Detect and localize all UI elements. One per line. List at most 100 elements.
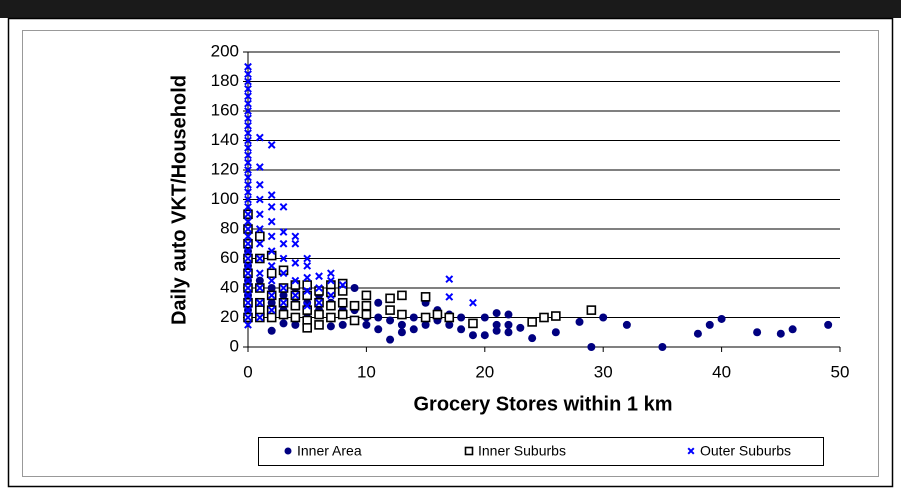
point bbox=[337, 286, 348, 296]
point bbox=[244, 180, 252, 189]
point bbox=[244, 136, 252, 145]
point bbox=[374, 325, 383, 334]
legend-label: Inner Suburbs bbox=[478, 443, 566, 459]
point bbox=[244, 254, 252, 263]
y-tick-label: 80 bbox=[220, 218, 239, 237]
point bbox=[480, 313, 489, 322]
point bbox=[397, 290, 407, 301]
point bbox=[337, 297, 348, 308]
point bbox=[291, 259, 300, 267]
point bbox=[326, 300, 336, 311]
x-tick-label: 20 bbox=[475, 362, 494, 381]
point bbox=[386, 316, 395, 325]
point bbox=[587, 343, 596, 351]
point bbox=[291, 276, 300, 285]
point bbox=[705, 320, 714, 329]
point bbox=[267, 326, 276, 335]
legend-label: Inner Area bbox=[297, 443, 362, 459]
legend-marker bbox=[464, 446, 474, 456]
point bbox=[244, 121, 252, 130]
point bbox=[361, 309, 372, 320]
point bbox=[504, 310, 513, 319]
point bbox=[432, 309, 443, 320]
point bbox=[244, 173, 252, 182]
y-tick-label: 40 bbox=[220, 277, 239, 296]
point bbox=[326, 322, 335, 331]
point bbox=[409, 313, 418, 322]
point bbox=[244, 269, 252, 278]
point bbox=[349, 300, 360, 311]
point bbox=[244, 232, 252, 241]
point bbox=[291, 291, 300, 300]
top-bar bbox=[0, 0, 901, 18]
point bbox=[244, 84, 252, 93]
point bbox=[326, 269, 335, 278]
y-tick-label: 100 bbox=[211, 189, 239, 208]
point bbox=[244, 166, 252, 174]
point bbox=[279, 202, 288, 211]
point bbox=[267, 291, 276, 300]
point bbox=[267, 217, 276, 226]
point bbox=[267, 202, 276, 211]
point bbox=[326, 291, 335, 300]
point bbox=[244, 225, 252, 233]
point bbox=[244, 158, 252, 167]
point bbox=[255, 284, 264, 292]
point bbox=[374, 313, 383, 322]
x-axis-label: Grocery Stores within 1 km bbox=[414, 393, 673, 415]
point bbox=[445, 275, 454, 284]
legend-marker bbox=[687, 447, 695, 455]
point bbox=[504, 328, 513, 337]
point bbox=[492, 320, 501, 329]
point bbox=[244, 143, 252, 152]
point bbox=[444, 312, 455, 323]
point bbox=[244, 92, 252, 101]
point bbox=[445, 292, 454, 301]
point bbox=[266, 268, 277, 279]
point bbox=[338, 281, 347, 289]
point bbox=[492, 326, 501, 335]
point bbox=[788, 325, 797, 334]
x-tick-label: 50 bbox=[831, 362, 850, 381]
point bbox=[516, 323, 525, 332]
point bbox=[244, 77, 252, 86]
point bbox=[315, 284, 323, 292]
point bbox=[244, 239, 252, 248]
y-tick-label: 120 bbox=[211, 159, 239, 178]
point bbox=[244, 114, 252, 123]
point bbox=[457, 325, 466, 334]
y-tick-label: 20 bbox=[220, 307, 239, 326]
point bbox=[267, 298, 276, 307]
point bbox=[255, 276, 264, 285]
point bbox=[551, 328, 560, 337]
point bbox=[314, 320, 324, 330]
point bbox=[693, 329, 702, 338]
point bbox=[527, 317, 537, 327]
point bbox=[291, 232, 300, 241]
point bbox=[337, 309, 348, 320]
point bbox=[291, 320, 300, 329]
point bbox=[303, 273, 312, 282]
x-tick-label: 40 bbox=[712, 362, 731, 381]
point bbox=[244, 188, 252, 197]
point bbox=[397, 328, 406, 337]
point bbox=[753, 328, 762, 337]
point bbox=[468, 331, 477, 340]
point bbox=[244, 261, 252, 270]
point bbox=[717, 314, 726, 323]
point bbox=[776, 329, 785, 338]
point bbox=[539, 312, 549, 323]
point bbox=[350, 284, 359, 292]
point bbox=[420, 312, 431, 323]
point bbox=[255, 269, 264, 278]
point bbox=[575, 317, 584, 326]
point bbox=[267, 247, 276, 256]
point bbox=[480, 331, 489, 340]
point bbox=[267, 141, 276, 149]
point bbox=[302, 280, 313, 290]
legend-marker bbox=[284, 447, 292, 455]
x-tick-label: 10 bbox=[357, 362, 376, 381]
point bbox=[255, 298, 264, 307]
point bbox=[266, 312, 277, 323]
point bbox=[290, 300, 301, 311]
